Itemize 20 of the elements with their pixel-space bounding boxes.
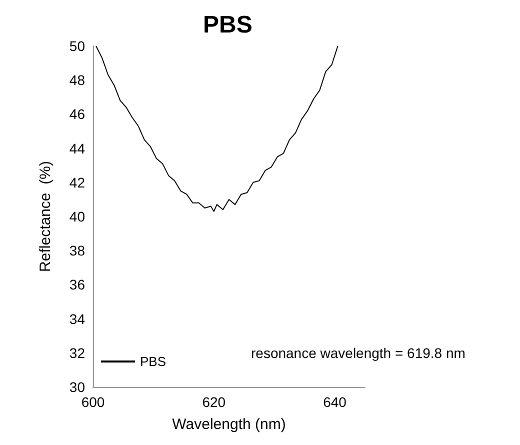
y-tick-label: 48 — [69, 72, 86, 88]
y-tick-label: 46 — [69, 106, 86, 122]
x-tick-label: 600 — [81, 394, 105, 410]
y-tick-label: 34 — [69, 310, 86, 327]
y-axis-title: Reflectance (%) — [37, 161, 54, 272]
y-tick-label: 44 — [69, 140, 86, 156]
line-series — [96, 46, 338, 212]
annotation: resonance wavelength = 619.8 nm — [251, 345, 466, 361]
y-tick-label: 32 — [69, 344, 86, 361]
x-axis-title: Wavelength (nm) — [172, 416, 286, 433]
y-tick-label: 50 — [69, 38, 86, 54]
x-tick-label: 640 — [323, 394, 347, 410]
y-tick-label: 42 — [69, 174, 86, 190]
chart-title: PBS — [203, 12, 252, 38]
y-tick-label: 38 — [69, 242, 86, 259]
y-tick-label: 30 — [69, 379, 86, 395]
x-tick-label: 620 — [202, 394, 226, 410]
y-tick-label: 40 — [69, 208, 86, 224]
legend-label: PBS — [140, 354, 166, 369]
y-tick-label: 36 — [69, 276, 86, 293]
